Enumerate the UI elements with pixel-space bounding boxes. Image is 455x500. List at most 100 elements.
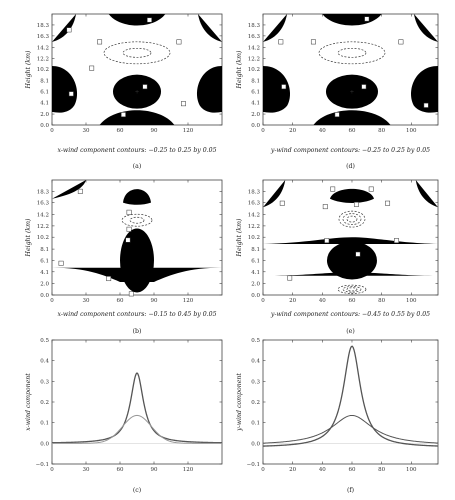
contour-label-marker (423, 102, 429, 108)
y-axis-label: Height (km) (25, 218, 32, 257)
y-tick-label: 14.2 (248, 45, 260, 51)
contour-label-marker (126, 226, 132, 232)
contour-label-marker (128, 291, 134, 297)
x-tick-label: 30 (83, 467, 90, 473)
contour-line (414, 14, 438, 42)
contour-label-marker (181, 101, 186, 107)
x-tick-label: 0 (261, 467, 265, 473)
y-tick-label: 0.0 (40, 293, 49, 299)
contour-label-marker (324, 238, 330, 244)
y-tick-label: 12.2 (248, 224, 260, 230)
y-tick-label: 18.3 (37, 23, 50, 29)
x-tick-label: 60 (348, 467, 355, 473)
series-line (52, 414, 222, 444)
y-tick-label: 0.1 (251, 421, 260, 427)
contour-label-marker (364, 16, 370, 22)
panel-d: 0 20 40 60 80 100 0.0 2.0 4.1 6.1 8.1 10.2 12.2 14.2 1… (236, 13, 439, 170)
contour-line (342, 213, 362, 225)
contour-label-marker (278, 39, 284, 45)
y-tick-label: 4.1 (40, 101, 49, 107)
x-axis-label: y-wind component contours: −0.25 to 0.25… (270, 147, 430, 154)
contour-line (263, 65, 290, 113)
contour-label-marker (394, 238, 399, 244)
contour-line (346, 287, 358, 292)
contour-label-marker (279, 200, 285, 206)
contour-label-marker (385, 200, 391, 206)
y-tick-label: 12.2 (248, 56, 260, 62)
x-tick-label: 60 (117, 128, 124, 134)
y-tick-label: 0.1 (40, 421, 49, 427)
contour-line (108, 14, 166, 26)
x-tick-label: 90 (151, 298, 158, 304)
y-tick-label: 0.0 (251, 123, 260, 129)
contour-label-marker (147, 17, 152, 23)
contour-label-marker (334, 112, 340, 118)
y-tick-label: 10.2 (248, 67, 260, 73)
contour-line (121, 213, 153, 227)
x-tick-label: 0 (261, 298, 265, 304)
center-plus: + (350, 90, 355, 96)
y-tick-label: −0.1 (247, 462, 260, 468)
y-tick-label: 16.3 (37, 34, 50, 40)
contour-line (342, 286, 362, 293)
x-tick-label: 120 (183, 298, 194, 304)
y-tick-label: 4.1 (251, 101, 260, 107)
y-tick-label: 6.1 (40, 258, 49, 264)
contour-label-marker (142, 84, 148, 90)
x-axis-label: y-wind component contours: −0.45 to 0.55… (270, 311, 430, 318)
x-tick-label: 0 (261, 128, 265, 134)
y-tick-label: 16.3 (248, 201, 261, 207)
x-tick-label: 0 (50, 128, 54, 134)
panel-a: 0 30 60 90 120 0.0 2.0 4.1 6.1 8.1 10.2 12.2 14.2 16.… (25, 13, 223, 170)
contour-line (135, 259, 139, 266)
x-tick-label: 80 (378, 298, 385, 304)
contour-line (123, 189, 151, 205)
x-tick-label: 60 (117, 298, 124, 304)
y-tick-label: 18.3 (248, 23, 261, 29)
contour-line (338, 83, 365, 100)
panel-c: 0 30 60 90 120 −0.1 0.0 0.1 0.2 0.3 0.4 0.5 x-wind c… (25, 338, 223, 494)
y-tick-label: 2.0 (40, 282, 49, 288)
x-tick-label: 20 (289, 467, 296, 473)
contour-line (415, 180, 438, 208)
x-tick-label: 120 (183, 128, 194, 134)
contour-line (338, 210, 366, 228)
y-axis-label: y-wind component (236, 373, 243, 432)
series-line (262, 414, 439, 444)
contour-label-marker (89, 65, 95, 71)
panel-label: (a) (133, 163, 142, 170)
panel-label: (f) (347, 487, 354, 494)
panel-e: 0 20 40 60 80 100 0.0 2.0 4.1 6.1 8.1 10.2 12.2 14.2 1… (236, 179, 439, 335)
y-tick-label: 0.3 (251, 379, 260, 385)
y-tick-label: 0.0 (251, 441, 260, 447)
contour-label-marker (368, 186, 374, 192)
contour-line (346, 215, 358, 223)
y-axis-label: Height (km) (236, 50, 243, 89)
y-tick-label: 2.0 (40, 112, 49, 118)
contour-line (322, 14, 382, 26)
x-tick-label: 30 (83, 298, 90, 304)
y-tick-label: 18.3 (37, 189, 50, 195)
contour-line (52, 65, 78, 113)
x-tick-label: 80 (378, 128, 385, 134)
y-tick-label: 18.3 (248, 189, 261, 195)
x-tick-label: 30 (83, 128, 90, 134)
x-tick-label: 120 (183, 467, 194, 473)
series-line (262, 345, 439, 447)
contour-label-marker (322, 204, 328, 210)
contour-label-marker (58, 260, 64, 266)
y-tick-label: 0.5 (40, 338, 49, 344)
contour-label-marker (97, 39, 103, 45)
x-tick-label: 0 (50, 467, 54, 473)
contour-label-marker (398, 39, 404, 45)
y-tick-label: 10.2 (248, 235, 260, 241)
contour-line (337, 47, 367, 58)
y-axis-label: Height (km) (236, 218, 243, 257)
contour-label-marker (125, 237, 131, 243)
y-axis-label: x-wind component (25, 373, 32, 431)
contour-line (313, 110, 391, 125)
y-tick-label: 0.5 (251, 338, 260, 344)
x-tick-label: 40 (319, 298, 326, 304)
y-tick-label: −0.1 (36, 462, 49, 468)
